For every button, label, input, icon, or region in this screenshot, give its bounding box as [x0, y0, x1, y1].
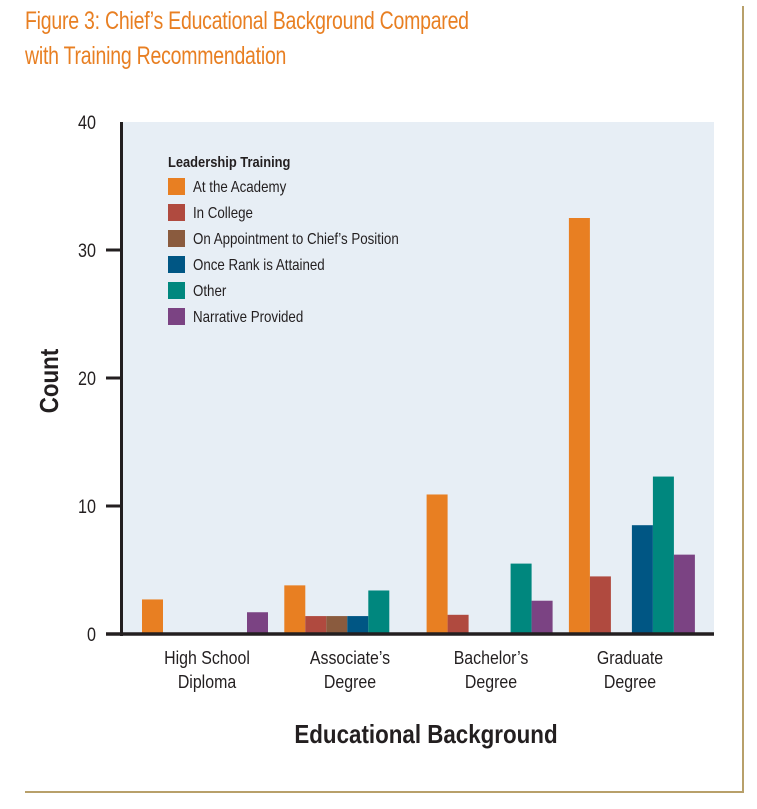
figure-title: Figure 3: Chief’s Educational Background…	[25, 4, 469, 74]
bar-in-college-graduate-degree	[589, 576, 611, 634]
bar-at-the-academy-graduate-degree	[568, 218, 590, 634]
y-tick-label: 30	[78, 240, 96, 262]
x-categories-group: High School Diploma Associate’s Degree Bache…	[164, 647, 663, 692]
bar-narrative-provided-high-school-diploma	[247, 612, 268, 634]
y-tick-label: 20	[78, 368, 96, 390]
legend-label: Narrative Provided	[193, 309, 303, 326]
bar-once-rank-is-attained-associate-s-degree	[347, 616, 369, 634]
bar-at-the-academy-bachelor-s-degree	[426, 494, 448, 634]
legend-swatch	[168, 256, 185, 273]
legend-title: Leadership Training	[168, 153, 290, 170]
bars-group	[142, 218, 695, 634]
legend-label: On Appointment to Chief’s Position	[193, 231, 399, 248]
bar-at-the-academy-high-school-diploma	[142, 599, 163, 634]
y-ticks-group: 0 10 20 30 40	[78, 112, 121, 646]
x-category-label: Diploma	[178, 671, 237, 692]
x-axis-title: Educational Background	[294, 720, 557, 749]
y-tick-label: 40	[78, 112, 96, 134]
x-category-label: Bachelor’s	[454, 647, 529, 668]
legend-swatch	[168, 282, 185, 299]
y-tick-label: 0	[87, 624, 96, 646]
x-category-label: Degree	[324, 671, 376, 692]
legend-swatch	[168, 178, 185, 195]
y-tick-label: 10	[78, 496, 96, 518]
bar-other-bachelor-s-degree	[510, 563, 532, 634]
bar-other-graduate-degree	[652, 476, 674, 634]
plot-area	[122, 122, 714, 634]
legend-label: Other	[193, 283, 226, 300]
figure-title-line-1: Figure 3: Chief’s Educational Background…	[25, 7, 469, 35]
figure-title-line-2: with Training Recommendation	[25, 42, 287, 70]
legend-label: At the Academy	[193, 179, 287, 196]
bar-narrative-provided-graduate-degree	[673, 554, 695, 634]
legend-label: In College	[193, 205, 253, 222]
legend-swatch	[168, 230, 185, 247]
x-category-label: Associate’s	[310, 647, 390, 668]
legend-swatch	[168, 204, 185, 221]
bar-other-associate-s-degree	[368, 590, 390, 634]
x-category-label: High School	[164, 647, 250, 668]
legend-label: Once Rank is Attained	[193, 257, 325, 274]
legend-swatch	[168, 308, 185, 325]
bar-in-college-bachelor-s-degree	[447, 614, 469, 634]
x-category-label: Degree	[604, 671, 656, 692]
bar-once-rank-is-attained-graduate-degree	[631, 525, 653, 634]
bar-at-the-academy-associate-s-degree	[284, 585, 306, 634]
x-category-label: Degree	[465, 671, 517, 692]
y-axis-title: Count	[35, 349, 64, 414]
bar-narrative-provided-bachelor-s-degree	[531, 600, 553, 634]
legend: Leadership Training At the Academy In Col…	[168, 153, 399, 326]
bar-on-appointment-to-chief-s-position-associate-s-degree	[326, 616, 348, 634]
bar-in-college-associate-s-degree	[305, 616, 327, 634]
x-category-label: Graduate	[597, 647, 663, 668]
axes-group	[106, 122, 714, 636]
frame-right-border	[742, 6, 744, 793]
frame-bottom-border	[25, 791, 744, 793]
